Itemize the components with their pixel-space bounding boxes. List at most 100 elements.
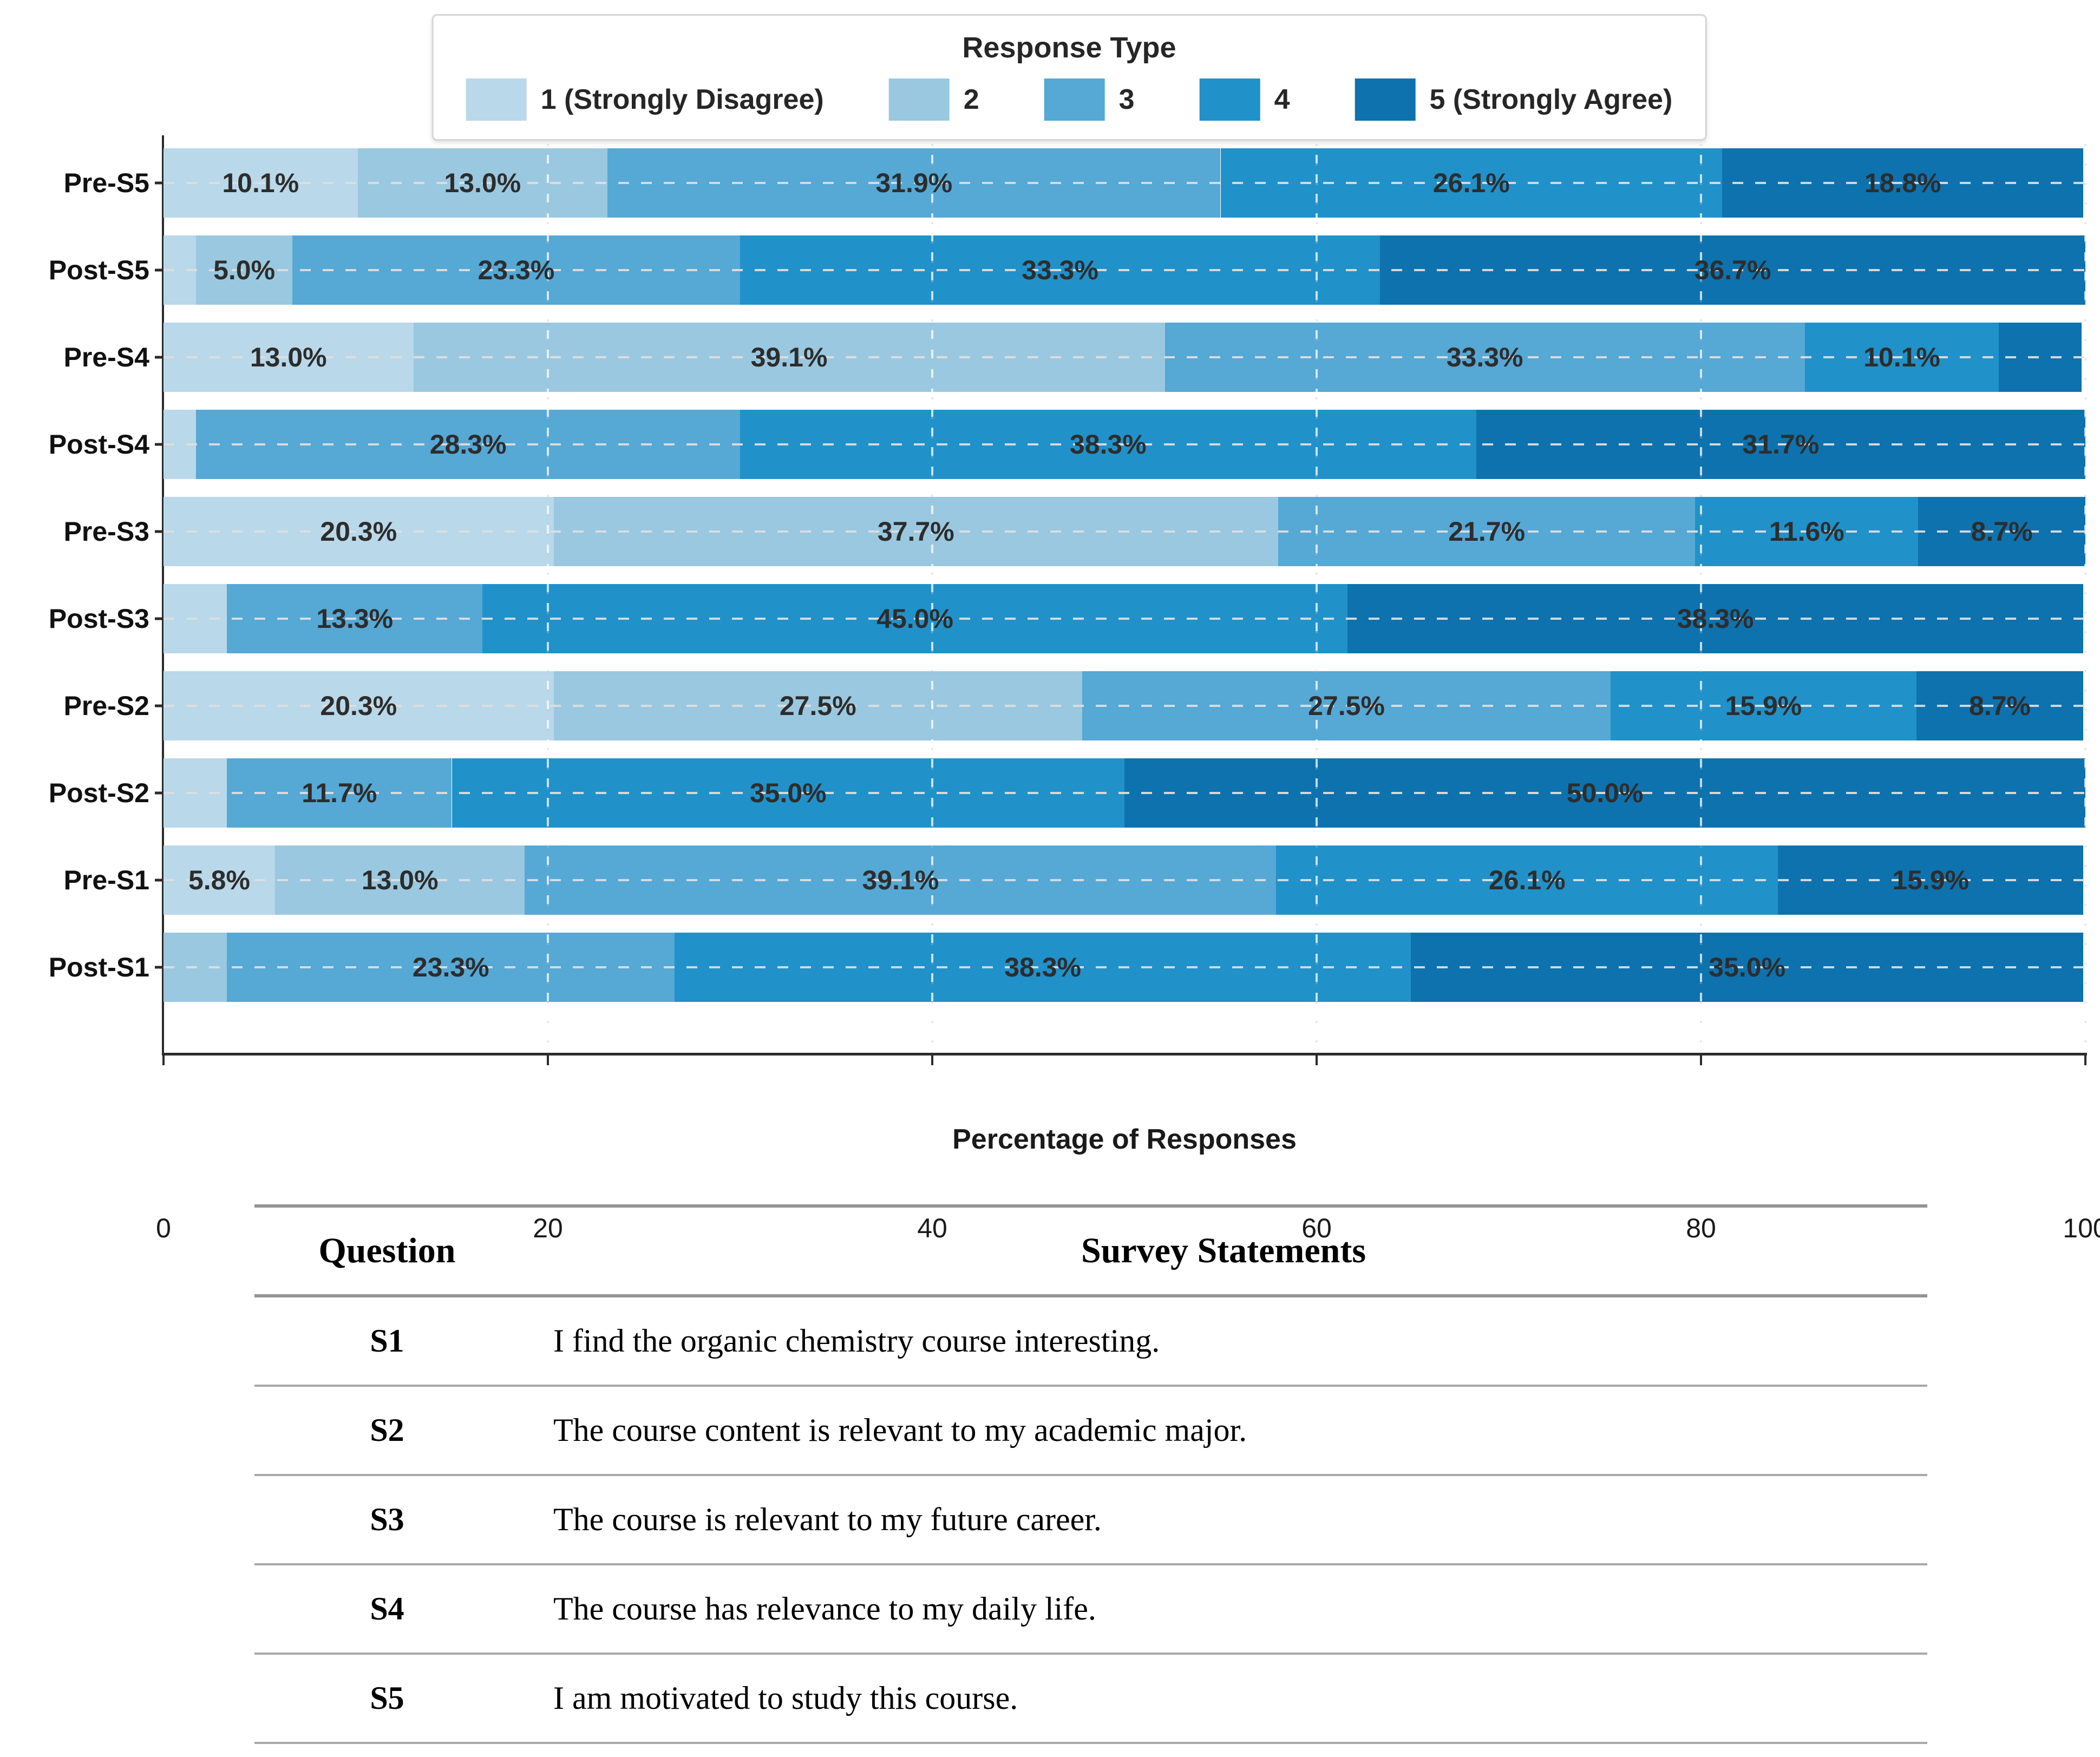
question-code: S1 (370, 1323, 404, 1359)
vertical-gridline (1700, 135, 1702, 1053)
x-axis-tick-label: 60 (1301, 1213, 1332, 1243)
y-axis-tick (155, 181, 163, 185)
y-axis-tick (155, 704, 163, 707)
table-header-statements: Survey Statements (1081, 1231, 1366, 1270)
y-axis-category-label: Post-S4 (48, 429, 149, 460)
table-header-question: Question (318, 1231, 456, 1270)
x-axis-tick (2084, 1055, 2086, 1065)
bar-segment-value-label: 36.7% (1694, 255, 1771, 285)
x-axis-tick-label: 100 (2063, 1213, 2100, 1243)
legend-swatch-icon (1199, 78, 1260, 121)
legend-item: 3 (1044, 78, 1135, 121)
bar-row-pre-s4: Pre-S4 13.0% 39.1% 33.3% 10.1% (64, 323, 2085, 392)
table-row: S1 I find the organic chemistry course i… (254, 1297, 1927, 1387)
x-axis-line (162, 1053, 2087, 1055)
bar-segment-value-label: 31.9% (875, 168, 953, 198)
bar-segment-value-label: 37.7% (877, 516, 954, 547)
bar-segment-value-label: 13.0% (444, 168, 521, 198)
survey-statement: The course has relevance to my daily lif… (553, 1591, 1096, 1627)
table-body: S1 I find the organic chemistry course i… (254, 1297, 1927, 1744)
y-axis-tick (155, 530, 163, 533)
x-axis-tick-label: 0 (156, 1213, 171, 1243)
y-axis-category-label: Post-S1 (48, 952, 149, 982)
x-axis-tick (1700, 1055, 1702, 1065)
horizontal-dashed-gridline (163, 618, 2085, 620)
vertical-gridline (931, 135, 933, 1053)
survey-stacked-bar-chart: Response Type 1 (Strongly Disagree) 2 3 4 5 … (48, 14, 2100, 1243)
legend-swatch-icon (888, 78, 950, 121)
horizontal-dashed-gridline (163, 530, 2085, 533)
y-axis-category-label: Post-S3 (48, 604, 149, 634)
bar-row-post-s3: Post-S3 13.3% 45.0% 38.3% (49, 584, 2085, 653)
horizontal-dashed-gridline (163, 443, 2085, 445)
vertical-gridline (2084, 135, 2086, 1053)
legend-item: 5 (Strongly Agree) (1355, 78, 1672, 121)
bar-row-post-s5: Post-S5 5.0% 23.3% 33.3% 36.7% (49, 235, 2085, 305)
bar-segment-value-label: 20.3% (320, 516, 397, 547)
vertical-gridline (547, 135, 549, 1053)
bar-segment-value-label: 23.3% (477, 255, 555, 285)
survey-statement: I am motivated to study this course. (553, 1680, 1018, 1716)
vertical-gridline (1316, 135, 1318, 1053)
y-axis-tick (155, 878, 163, 882)
bar-segment-value-label: 20.3% (320, 691, 397, 721)
bar-segment-value-label: 15.9% (1892, 865, 1970, 895)
bar-segment-value-label: 23.3% (412, 952, 489, 982)
legend-swatch-icon (1044, 78, 1105, 121)
question-code: S5 (370, 1680, 404, 1716)
bar-segment-value-label: 39.1% (750, 342, 828, 372)
x-axis-tick-label: 80 (1686, 1213, 1716, 1243)
bar-segment-value-label: 45.0% (876, 604, 953, 634)
bar-segment-value-label: 18.8% (1864, 168, 1941, 198)
legend-item: 4 (1199, 78, 1290, 121)
horizontal-dashed-gridline (163, 705, 2085, 707)
survey-statement: The course content is relevant to my aca… (553, 1412, 1247, 1448)
bar-segment-value-label: 13.3% (316, 604, 394, 634)
y-axis-tick (155, 617, 163, 620)
bar-segment-value-label: 35.0% (749, 778, 827, 808)
bar-segment-value-label: 50.0% (1566, 778, 1644, 808)
bar-segment-value-label: 21.7% (1448, 516, 1526, 547)
x-axis-tick-label: 20 (533, 1213, 563, 1243)
bar-segment-value-label: 13.0% (250, 342, 327, 372)
y-axis-tick (155, 966, 163, 969)
bar-segment-value-label: 5.0% (213, 255, 276, 285)
bar-segment-value-label: 33.3% (1022, 255, 1098, 285)
bar-row-pre-s5: Pre-S5 10.1% 13.0% 31.9% 26.1% 18.8% (64, 148, 2085, 218)
bar-segment-value-label: 8.7% (1969, 691, 2031, 721)
bar-row-post-s4: Post-S4 28.3% 38.3% 31.7% (49, 410, 2085, 479)
legend-swatch-icon (1355, 78, 1416, 121)
horizontal-dashed-gridline (163, 182, 2085, 184)
y-axis-category-label: Post-S2 (48, 778, 149, 808)
y-axis-category-label: Pre-S2 (63, 691, 149, 721)
legend-label: 3 (1118, 84, 1135, 115)
bar-segment-value-label: 38.3% (1004, 952, 1082, 982)
bar-segment-value-label: 26.1% (1432, 168, 1510, 198)
y-axis-line (162, 135, 164, 1053)
y-axis-category-label: Post-S5 (48, 255, 149, 285)
x-axis-tick-label: 40 (917, 1213, 947, 1243)
y-axis-tick (155, 443, 163, 446)
y-axis-tick (155, 268, 163, 272)
legend-items: 1 (Strongly Disagree) 2 3 4 5 (Strongly Agre… (466, 78, 1672, 121)
bar-segment-value-label: 10.1% (222, 168, 299, 198)
y-axis-tick (155, 791, 163, 795)
bar-segment-value-label: 13.0% (361, 865, 439, 895)
bar-segment-value-label: 11.6% (1769, 516, 1844, 547)
x-axis-tick (931, 1055, 933, 1065)
x-axis-tick (1316, 1055, 1318, 1065)
bar-segment-value-label: 26.1% (1488, 865, 1566, 895)
legend-swatch-icon (466, 78, 527, 121)
legend-label: 1 (Strongly Disagree) (540, 84, 824, 115)
bar-segment-value-label: 8.7% (1971, 516, 2033, 547)
x-axis-title: Percentage of Responses (952, 1124, 1297, 1155)
bar-segment-value-label: 38.3% (1677, 604, 1754, 634)
legend-item: 2 (888, 78, 979, 121)
question-code: S4 (370, 1591, 404, 1627)
bar-row-post-s2: Post-S2 11.7% 35.0% 50.0% (49, 758, 2085, 828)
bar-segment-value-label: 33.3% (1446, 342, 1523, 372)
legend-label: 5 (Strongly Agree) (1429, 84, 1673, 115)
table-row: S2 The course content is relevant to my … (254, 1387, 1927, 1476)
bar-segment-value-label: 27.5% (1308, 691, 1385, 721)
horizontal-dashed-gridline (163, 356, 2085, 358)
